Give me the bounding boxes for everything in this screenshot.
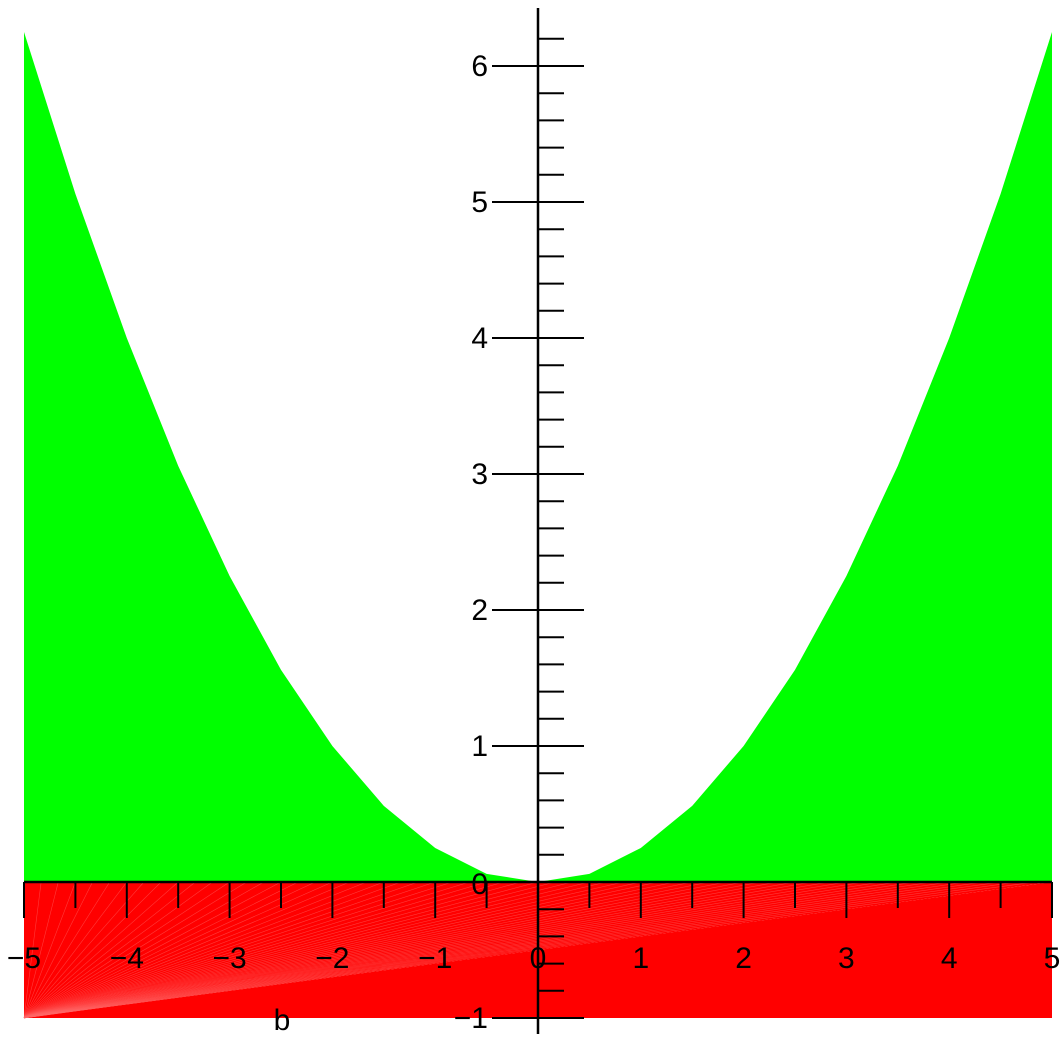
fan-line	[23, 881, 624, 1019]
fan-line	[23, 881, 898, 1019]
fan-line	[23, 881, 521, 1019]
fan-line	[23, 881, 556, 1019]
fan-line	[23, 881, 162, 1019]
y-tick-label: 5	[471, 186, 488, 219]
fan-line	[23, 881, 179, 1019]
x-tick-label: 3	[838, 942, 855, 975]
fan-line	[23, 881, 658, 1019]
fan-line	[23, 881, 984, 1019]
fan-line	[23, 881, 230, 1019]
x-tick-label: 0	[530, 942, 547, 975]
fan-line	[23, 881, 830, 1019]
fan-line	[23, 881, 59, 1019]
fan-line	[23, 881, 402, 1019]
fan-line	[23, 881, 1018, 1019]
fan-line	[23, 881, 796, 1019]
fan-line	[23, 881, 93, 1019]
y-tick-label: 6	[471, 50, 488, 83]
fan-line	[23, 881, 881, 1019]
x-tick-label: 5	[1044, 942, 1061, 975]
fan-line	[23, 881, 487, 1019]
fan-line	[23, 881, 247, 1019]
fan-line	[23, 881, 710, 1019]
fan-line	[23, 881, 813, 1019]
x-tick-label: −1	[418, 942, 452, 975]
fan-line	[23, 881, 504, 1019]
fan-line	[23, 881, 145, 1019]
fan-line	[23, 881, 676, 1019]
chart-axes	[23, 8, 1053, 1034]
fan-line	[23, 881, 128, 1019]
fan-line	[23, 881, 419, 1019]
x-axis-title: b	[274, 1004, 291, 1037]
fan-line	[23, 881, 915, 1019]
fan-line	[23, 881, 1001, 1019]
fan-line	[23, 881, 744, 1019]
fan-line	[23, 881, 539, 1019]
fan-line	[23, 881, 196, 1019]
x-tick-label: 2	[735, 942, 752, 975]
y-tick-label: 3	[471, 458, 488, 491]
fan-line	[23, 881, 607, 1019]
y-tick-label: 0	[471, 868, 488, 901]
fan-line	[23, 881, 350, 1019]
fan-line	[23, 881, 778, 1019]
fan-line	[23, 881, 573, 1019]
fan-line	[23, 881, 933, 1019]
fan-line	[23, 881, 265, 1019]
fan-line	[23, 881, 470, 1019]
fan-line	[23, 881, 864, 1019]
x-tick-label: 4	[941, 942, 958, 975]
fan-line	[23, 881, 453, 1019]
fan-line	[23, 881, 967, 1019]
parabola-area	[24, 32, 1052, 882]
fan-line	[23, 881, 436, 1019]
fan-line	[23, 881, 727, 1019]
y-tick-label: −1	[454, 1002, 488, 1035]
fan-line	[23, 881, 367, 1019]
fan-line	[23, 881, 76, 1019]
fan-line	[23, 881, 761, 1019]
fan-line	[23, 881, 299, 1019]
x-tick-label: −5	[7, 942, 41, 975]
y-tick-label: 4	[471, 322, 488, 355]
y-tick-label: 1	[471, 730, 488, 763]
fan-line	[23, 881, 42, 1019]
fan-line	[23, 881, 384, 1019]
y-tick-label: 2	[471, 594, 488, 627]
x-tick-label: 1	[632, 942, 649, 975]
chart-labels: −5 −4 −3 −2 −1 0 1 2 3 4 5 −1 1 2 3 4 5 6 0 b	[7, 50, 1060, 1037]
fan-line	[23, 881, 693, 1019]
fan-line	[23, 881, 282, 1019]
x-tick-label: −3	[212, 942, 246, 975]
fan-line	[23, 881, 316, 1019]
x-tick-label: −2	[315, 942, 349, 975]
fan-line	[23, 881, 110, 1019]
fan-line	[23, 881, 213, 1019]
fan-line	[23, 881, 1035, 1019]
fan-line	[23, 881, 590, 1019]
x-tick-label: −4	[110, 942, 144, 975]
fan-line	[23, 881, 847, 1019]
